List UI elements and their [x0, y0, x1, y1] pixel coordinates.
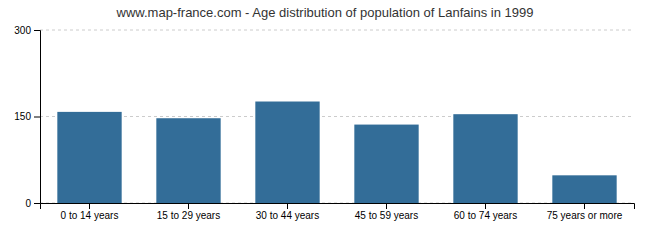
tick-mark — [89, 203, 90, 209]
tick: 0 to 14 years — [61, 203, 119, 221]
tick-mark — [287, 203, 288, 209]
tick-label: 300 — [14, 25, 31, 36]
bar — [453, 114, 517, 203]
tick: 45 to 59 years — [355, 203, 418, 221]
tick: 15 to 29 years — [157, 203, 220, 221]
tick: 30 to 44 years — [256, 203, 319, 221]
tick-label: 45 to 59 years — [355, 210, 418, 221]
bars — [57, 102, 616, 203]
tick: 150 — [14, 111, 40, 122]
tick: 300 — [14, 25, 40, 36]
bar — [354, 125, 418, 203]
bar — [57, 112, 121, 203]
tick-label: 0 to 14 years — [61, 210, 119, 221]
tick-label: 150 — [14, 111, 31, 122]
bar — [552, 175, 616, 203]
tick-mark — [584, 203, 585, 209]
tick-label: 60 to 74 years — [454, 210, 517, 221]
tick: 60 to 74 years — [454, 203, 517, 221]
tick-label: 75 years or more — [547, 210, 623, 221]
axis-line — [34, 31, 41, 204]
tick-label: 15 to 29 years — [157, 210, 220, 221]
tick-mark — [34, 30, 40, 31]
bar — [255, 102, 319, 203]
grid-line — [40, 116, 634, 117]
x-axis: 0 to 14 years 15 to 29 years 30 to 44 year… — [41, 203, 635, 221]
plot: 0 150 300 0 to 14 years 15 to 29 years 30 to … — [14, 25, 634, 221]
tick: 0 — [25, 198, 40, 209]
bar — [156, 118, 220, 203]
tick-label: 30 to 44 years — [256, 210, 319, 221]
tick-mark — [485, 203, 486, 209]
tick-mark — [188, 203, 189, 209]
tick-mark — [34, 117, 40, 118]
chart: www.map-france.com - Age distribution of… — [0, 0, 650, 229]
tick: 75 years or more — [547, 203, 623, 221]
title: www.map-france.com - Age distribution of… — [116, 5, 534, 20]
grid — [40, 30, 634, 203]
axis-line — [41, 204, 635, 210]
y-axis: 0 150 300 — [14, 25, 40, 209]
tick-mark — [34, 203, 40, 204]
grid-line — [40, 30, 634, 31]
tick-label: 0 — [25, 198, 31, 209]
tick-mark — [386, 203, 387, 209]
